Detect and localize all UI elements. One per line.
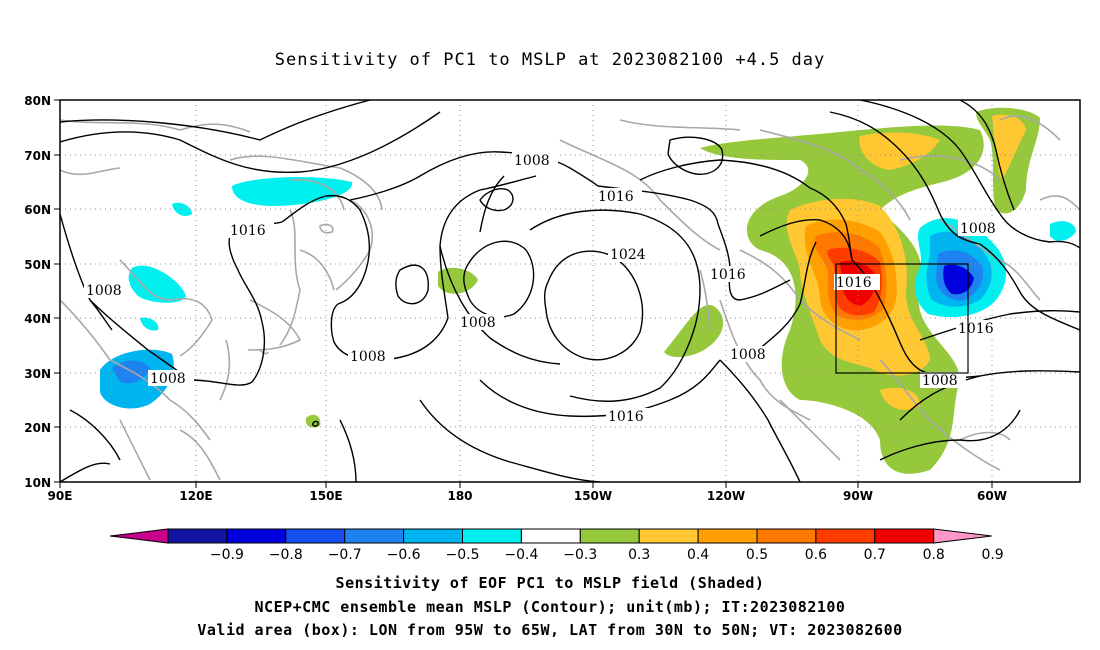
lon-label: 120W bbox=[707, 489, 745, 503]
colorbar-label: 0.4 bbox=[687, 547, 709, 563]
latitude-labels: 80N 70N 60N 50N 40N 30N 20N 10N bbox=[24, 94, 51, 490]
contour-label: 1008 bbox=[86, 283, 122, 299]
contour-label: 1016 bbox=[230, 223, 266, 239]
lat-label: 80N bbox=[24, 94, 51, 108]
colorbar-segment bbox=[344, 528, 405, 544]
colorbar-label: 0.3 bbox=[628, 547, 650, 563]
contour-label: 1008 bbox=[460, 315, 496, 331]
colorbar-segment bbox=[462, 528, 522, 544]
coastlines bbox=[60, 115, 1080, 481]
colorbar-segment bbox=[697, 528, 758, 544]
lon-label: 60W bbox=[977, 489, 1007, 503]
map-title: Sensitivity of PC1 to MSLP at 2023082100… bbox=[274, 50, 826, 70]
colorbar-label: −0.6 bbox=[387, 547, 421, 563]
longitude-labels: 90E 120E 150E 180 150W 120W 90W 60W bbox=[48, 489, 1007, 503]
colorbar-label: −0.5 bbox=[446, 547, 480, 563]
lon-label: 180 bbox=[447, 489, 472, 503]
contour-label: 1016 bbox=[836, 275, 872, 291]
colorbar-segment bbox=[226, 528, 287, 544]
lon-label: 90E bbox=[48, 489, 73, 503]
colorbar-label: 0.6 bbox=[805, 547, 827, 563]
colorbar-segment bbox=[285, 528, 346, 544]
colorbar-label: −0.7 bbox=[328, 547, 362, 563]
lon-label: 150W bbox=[574, 489, 612, 503]
colorbar: −0.9 −0.8 −0.7 −0.6 −0.5 −0.4 −0.3 0.3 0.4 0.5 0.6… bbox=[109, 528, 1004, 563]
lon-label: 150E bbox=[309, 489, 342, 503]
map-plot-area: 1008 1016 1016 1008 1024 1016 1008 1008 … bbox=[60, 100, 1080, 482]
colorbar-label: 0.9 bbox=[981, 547, 1003, 563]
colorbar-segment bbox=[933, 528, 992, 544]
colorbar-segment bbox=[109, 528, 169, 544]
lon-label: 90W bbox=[843, 489, 873, 503]
contour-label: 1008 bbox=[960, 221, 996, 237]
colorbar-label: 0.8 bbox=[923, 547, 945, 563]
lat-lon-grid bbox=[60, 100, 1080, 482]
contour-label: 1008 bbox=[514, 153, 550, 169]
lat-label: 10N bbox=[24, 476, 51, 490]
colorbar-label: −0.8 bbox=[269, 547, 303, 563]
axis-ticks bbox=[54, 99, 993, 488]
footer-line-3: Valid area (box): LON from 95W to 65W, L… bbox=[197, 621, 903, 639]
lon-label: 120E bbox=[179, 489, 212, 503]
colorbar-segment bbox=[874, 528, 935, 544]
contour-label: 1024 bbox=[610, 247, 646, 263]
contour-label: 1016 bbox=[958, 321, 994, 337]
colorbar-label: 0.7 bbox=[864, 547, 886, 563]
lat-label: 20N bbox=[24, 421, 51, 435]
colorbar-label: −0.9 bbox=[210, 547, 244, 563]
colorbar-segment bbox=[403, 528, 464, 544]
sensitivity-shading bbox=[100, 107, 1076, 474]
colorbar-segment bbox=[756, 528, 817, 544]
lat-label: 30N bbox=[24, 367, 51, 381]
colorbar-label: −0.3 bbox=[563, 547, 597, 563]
colorbar-segment bbox=[815, 528, 876, 544]
contour-label: 1008 bbox=[922, 373, 958, 389]
lat-label: 40N bbox=[24, 312, 51, 326]
mslp-contours bbox=[60, 100, 1080, 482]
lat-label: 60N bbox=[24, 203, 51, 217]
lat-label: 70N bbox=[24, 149, 51, 163]
contour-labels: 1008 1016 1016 1008 1024 1016 1008 1008 … bbox=[84, 152, 1004, 425]
contour-label: 1008 bbox=[350, 349, 386, 365]
map-frame bbox=[59, 99, 1081, 483]
contour-label: 1016 bbox=[598, 189, 634, 205]
footer-line-2: NCEP+CMC ensemble mean MSLP (Contour); u… bbox=[254, 598, 846, 616]
contour-label: 1016 bbox=[608, 409, 644, 425]
colorbar-segment bbox=[638, 528, 699, 544]
lat-label: 50N bbox=[24, 258, 51, 272]
colorbar-segment bbox=[167, 528, 228, 544]
valid-area-box bbox=[835, 263, 969, 374]
contour-label: 1008 bbox=[730, 347, 766, 363]
contour-label: 1008 bbox=[150, 371, 186, 387]
colorbar-label: 0.5 bbox=[746, 547, 768, 563]
footer-line-1: Sensitivity of EOF PC1 to MSLP field (Sh… bbox=[335, 574, 765, 592]
colorbar-segment bbox=[579, 528, 640, 544]
contour-label: 1016 bbox=[710, 267, 746, 283]
colorbar-segment bbox=[520, 528, 581, 544]
colorbar-label: −0.4 bbox=[504, 547, 538, 563]
